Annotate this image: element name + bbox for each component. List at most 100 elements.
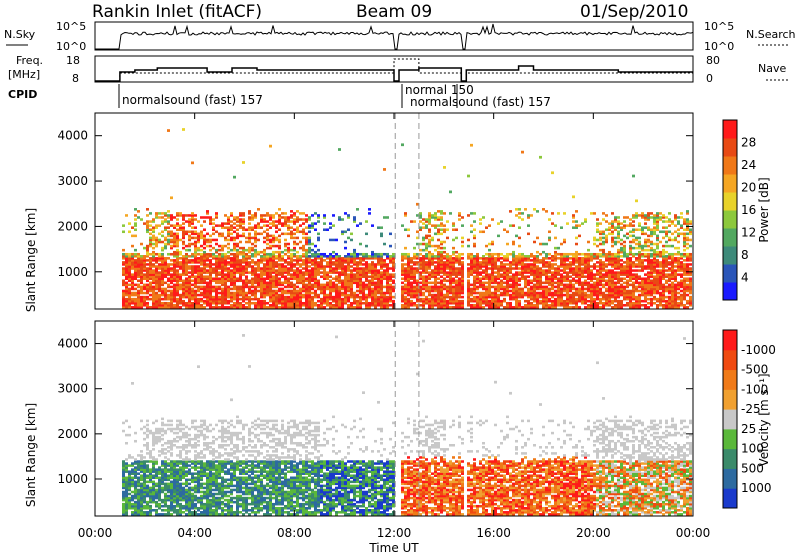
- noise-left-tick-top: 10^5: [56, 20, 86, 33]
- heatmap-cell: [440, 251, 443, 254]
- heatmap-cell: [200, 292, 203, 295]
- heatmap-cell: [347, 253, 350, 256]
- heatmap-cell: [623, 286, 626, 289]
- heatmap-cell: [560, 243, 563, 246]
- heatmap-cell: [455, 255, 458, 258]
- heatmap-cell: [620, 255, 623, 258]
- heatmap-cell: [311, 267, 314, 270]
- heatmap-cell: [434, 224, 437, 227]
- heatmap-cell: [437, 251, 440, 254]
- heatmap-cell: [428, 251, 431, 254]
- heatmap-cell: [191, 265, 194, 268]
- heatmap-cell: [632, 228, 635, 231]
- heatmap-cell: [500, 280, 503, 283]
- heatmap-cell: [365, 245, 368, 248]
- heatmap-cell: [332, 304, 335, 307]
- heatmap-cell: [434, 261, 437, 264]
- heatmap-cell: [233, 237, 236, 240]
- heatmap-cell: [383, 253, 386, 256]
- heatmap-cell: [647, 298, 650, 301]
- heatmap-cell: [257, 251, 260, 254]
- heatmap-cell: [248, 222, 251, 225]
- heatmap-cell: [212, 222, 215, 225]
- heatmap-cell: [230, 224, 233, 227]
- heatmap-cell: [548, 231, 551, 234]
- heatmap-cell: [200, 286, 203, 289]
- heatmap-cell: [218, 277, 221, 280]
- heatmap-cell: [338, 271, 341, 274]
- heatmap-cell: [251, 253, 254, 256]
- heatmap-cell: [326, 294, 329, 297]
- heatmap-cell: [473, 228, 476, 231]
- heatmap-cell: [380, 271, 383, 274]
- heatmap-cell: [644, 222, 647, 225]
- heatmap-cell: [149, 228, 152, 231]
- heatmap-cell: [296, 255, 299, 258]
- heatmap-cell: [431, 294, 434, 297]
- heatmap-cell: [332, 296, 335, 299]
- heatmap-cell: [494, 271, 497, 274]
- heatmap-cell: [248, 210, 251, 213]
- heatmap-cell: [287, 267, 290, 270]
- heatmap-cell: [656, 243, 659, 246]
- heatmap-cell: [389, 267, 392, 270]
- heatmap-cell: [326, 228, 329, 231]
- heatmap-cell: [272, 235, 275, 238]
- heatmap-cell: [653, 275, 656, 278]
- heatmap-cell: [338, 286, 341, 289]
- heatmap-cell: [224, 253, 227, 256]
- heatmap-cell: [224, 237, 227, 240]
- heatmap-cell: [467, 263, 470, 266]
- heatmap-cell: [542, 257, 545, 260]
- heatmap-cell: [446, 253, 449, 256]
- heatmap-cell: [173, 259, 176, 262]
- heatmap-cell: [632, 214, 635, 217]
- heatmap-cell: [530, 302, 533, 305]
- heatmap-cell: [509, 294, 512, 297]
- heatmap-cell: [197, 257, 200, 260]
- heatmap-cell: [215, 231, 218, 234]
- heatmap-cell: [605, 253, 608, 256]
- heatmap-cell: [647, 212, 650, 215]
- heatmap-cell: [644, 259, 647, 262]
- heatmap-cell: [287, 261, 290, 264]
- heatmap-cell: [545, 286, 548, 289]
- heatmap-cell: [254, 231, 257, 234]
- heatmap-cell: [635, 296, 638, 299]
- heatmap-cell: [497, 235, 500, 238]
- heatmap-cell: [500, 257, 503, 260]
- heatmap-cell: [650, 259, 653, 262]
- heatmap-cell: [389, 284, 392, 287]
- heatmap-cell: [272, 245, 275, 248]
- heatmap-cell: [428, 228, 431, 231]
- heatmap-cell: [131, 306, 134, 309]
- heatmap-cell: [359, 253, 362, 256]
- heatmap-cell: [182, 222, 185, 225]
- heatmap-cell: [296, 286, 299, 289]
- heatmap-cell: [563, 294, 566, 297]
- heatmap-cell: [185, 220, 188, 223]
- heatmap-cell: [407, 228, 410, 231]
- heatmap-cell: [434, 233, 437, 236]
- heatmap-cell: [401, 253, 404, 256]
- heatmap-cell: [602, 218, 605, 221]
- heatmap-cell: [143, 273, 146, 276]
- heatmap-cell: [269, 222, 272, 225]
- heatmap-cell: [356, 253, 359, 256]
- heatmap-cell: [146, 259, 149, 262]
- heatmap-cell: [341, 280, 344, 283]
- heatmap-cell: [632, 239, 635, 242]
- heatmap-cell: [422, 243, 425, 246]
- heatmap-cell: [191, 259, 194, 262]
- heatmap-cell: [620, 263, 623, 266]
- heatmap-cell: [218, 286, 221, 289]
- heatmap-cell: [386, 253, 389, 256]
- heatmap-cell: [500, 253, 503, 256]
- heatmap-cell: [536, 210, 539, 213]
- heatmap-cell: [524, 292, 527, 295]
- heatmap-cell: [260, 251, 263, 254]
- heatmap-cell: [539, 156, 542, 159]
- heatmap-cell: [470, 304, 473, 307]
- heatmap-cell: [578, 257, 581, 260]
- heatmap-cell: [419, 271, 422, 274]
